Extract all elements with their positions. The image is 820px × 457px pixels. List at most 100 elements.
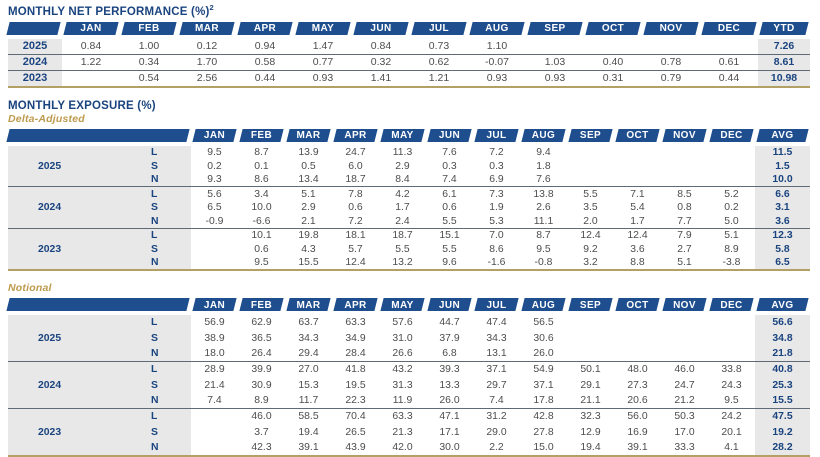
year-group-2025: 2025 L 9.5 8.7 13.9 24.7 11.3 7.6 7.2 9.4 11.5 S 0.2… <box>8 144 810 188</box>
value-cell: 29.1 <box>580 379 601 391</box>
lsn-label: N <box>136 392 191 410</box>
value-cell: 13.2 <box>379 255 426 272</box>
column-header-jun: JUN <box>426 128 473 145</box>
table-row: 2023 0.54 2.56 0.44 0.93 1.41 1.21 0.93 0.93 0.31… <box>8 70 810 88</box>
table-row: N 9.3 8.6 13.4 18.7 8.4 7.4 6.9 7.6 10.0 <box>8 172 810 188</box>
value-cell: 4.3 <box>301 243 316 255</box>
value-cell: 5.1 <box>724 230 739 242</box>
value-cell: 24.7 <box>345 147 366 159</box>
net-performance-table: JAN FEB MAR APR MAY JUN JUL AUG SEP OCT NOV DEC YTD 2… <box>8 21 810 88</box>
value-cell <box>567 314 614 330</box>
value-cell: 7.6 <box>442 147 457 159</box>
value-cell: 6.8 <box>426 345 473 363</box>
year-label: 2025 <box>8 144 136 188</box>
column-header-sep: SEP <box>526 21 584 38</box>
year-label: 2024 <box>8 186 136 229</box>
value-cell: 27.0 <box>298 364 319 376</box>
value-cell: 0.40 <box>584 54 642 71</box>
value-cell: 0.61 <box>700 54 758 71</box>
value-cell: 0.6 <box>442 202 457 214</box>
value-cell: 3.5 <box>583 202 598 214</box>
value-cell: 8.6 <box>489 243 504 255</box>
value-cell: 11.7 <box>285 392 332 410</box>
table-row: S 38.9 36.5 34.3 34.9 31.0 37.9 34.3 30.6 34.8 <box>8 330 810 346</box>
value-cell <box>614 172 661 188</box>
table-row: 2024 1.22 0.34 1.70 0.58 0.77 0.32 0.62 -0.07 1.0… <box>8 54 810 71</box>
value-cell: 34.3 <box>298 332 319 344</box>
value-cell: 37.9 <box>439 332 460 344</box>
value-cell: 1.41 <box>352 70 410 88</box>
column-header-oct: OCT <box>584 21 642 38</box>
performance-title-footnote: 2 <box>209 3 214 12</box>
value-cell: 34.9 <box>345 332 366 344</box>
value-cell: 31.0 <box>392 332 413 344</box>
value-cell: 6.1 <box>442 188 457 200</box>
total-cell: 19.2 <box>755 424 810 440</box>
value-cell: 7.4 <box>426 172 473 188</box>
value-cell: 31.3 <box>392 379 413 391</box>
value-cell <box>614 159 661 173</box>
value-cell: 1.8 <box>536 160 551 172</box>
table-row: N 18.0 26.4 29.4 28.4 26.6 6.8 13.1 26.0 21.8 <box>8 345 810 363</box>
column-header-jun: JUN <box>426 297 473 314</box>
value-cell: 1.03 <box>526 54 584 71</box>
value-cell: 0.78 <box>642 54 700 71</box>
column-header-jan: JAN <box>62 21 120 38</box>
value-cell: 12.4 <box>627 230 648 242</box>
value-cell: 8.7 <box>254 147 269 159</box>
value-cell <box>191 242 238 256</box>
lsn-label: L <box>136 361 191 378</box>
value-cell: 24.7 <box>674 379 695 391</box>
value-cell <box>708 314 755 330</box>
value-cell: 16.9 <box>627 426 648 438</box>
value-cell: 6.0 <box>348 160 363 172</box>
value-cell: 37.1 <box>533 379 554 391</box>
total-cell: 47.5 <box>755 408 810 425</box>
value-cell: 7.9 <box>677 230 692 242</box>
value-cell: -0.8 <box>520 255 567 272</box>
value-cell <box>708 159 755 173</box>
value-cell: 10.0 <box>251 202 272 214</box>
column-header-jul: JUL <box>410 21 468 38</box>
value-cell: 39.1 <box>614 439 661 457</box>
value-cell: 0.2 <box>724 202 739 214</box>
value-cell: 29.0 <box>486 426 507 438</box>
value-cell: 0.94 <box>236 37 294 55</box>
value-cell: 11.1 <box>520 214 567 229</box>
value-cell: 5.5 <box>442 243 457 255</box>
notional-label: Notional <box>8 282 52 295</box>
lsn-label: L <box>136 408 191 425</box>
value-cell: 27.3 <box>627 379 648 391</box>
value-cell: 9.3 <box>191 172 238 188</box>
value-cell: 4.1 <box>708 439 755 457</box>
total-cell: 12.3 <box>755 228 810 243</box>
value-cell: 11.3 <box>392 147 413 159</box>
year-label: 2024 <box>8 54 62 71</box>
value-cell: 21.1 <box>567 392 614 410</box>
column-header-jun: JUN <box>352 21 410 38</box>
value-cell: 13.1 <box>473 345 520 363</box>
value-cell: 47.1 <box>439 411 460 423</box>
value-cell: 33.8 <box>721 364 742 376</box>
lsn-label: S <box>136 377 191 393</box>
value-cell: 39.9 <box>251 364 272 376</box>
column-header-nov: NOV <box>661 297 708 314</box>
value-cell: 39.1 <box>285 439 332 457</box>
column-header-nov: NOV <box>661 128 708 145</box>
value-cell: 57.6 <box>392 317 413 329</box>
value-cell: 13.4 <box>285 172 332 188</box>
value-cell <box>191 228 238 242</box>
exposure-title: MONTHLY EXPOSURE (%) <box>8 99 156 112</box>
value-cell <box>567 345 614 363</box>
value-cell: 0.77 <box>294 54 352 71</box>
value-cell: 13.9 <box>298 147 319 159</box>
value-cell: 26.0 <box>520 345 567 363</box>
year-group-2025: 2025 L 56.9 62.9 63.7 63.3 57.6 44.7 47.4 56.5 56.… <box>8 314 810 363</box>
table-row: 2023 L 10.1 19.8 18.1 18.7 15.1 7.0 8.7 12.4 12.4 7… <box>8 228 810 272</box>
value-cell: 30.0 <box>426 439 473 457</box>
value-cell: 5.1 <box>661 255 708 272</box>
year-label: 2024 <box>8 361 136 410</box>
value-cell: 5.5 <box>583 188 598 200</box>
value-cell <box>661 331 708 346</box>
